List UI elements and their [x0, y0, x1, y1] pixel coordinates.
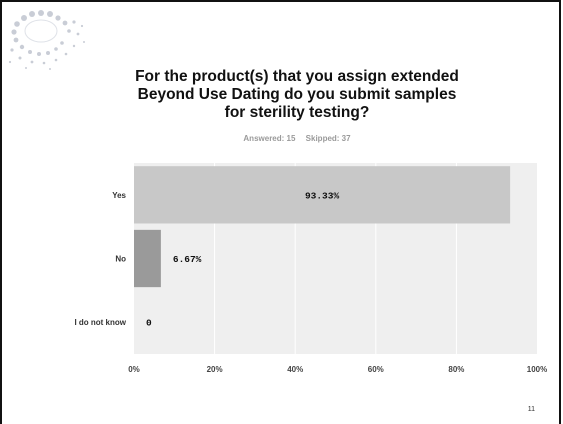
category-label: I do not know	[74, 318, 126, 327]
bar-2	[134, 229, 161, 288]
data-label: 93.33%	[305, 190, 340, 201]
category-label: Yes	[112, 191, 126, 200]
response-summary: Answered: 15 Skipped: 37	[62, 134, 532, 143]
x-tick-label: 80%	[448, 365, 464, 374]
x-tick-label: 0%	[128, 365, 140, 374]
chart-title: For the product(s) that you assign exten…	[62, 68, 532, 122]
title-line-3: for sterility testing?	[224, 104, 370, 121]
title-line-2: Beyond Use Dating do you submit samples	[137, 86, 457, 103]
x-tick-label: 40%	[287, 365, 303, 374]
category-label: No	[115, 255, 126, 264]
x-tick-label: 100%	[527, 365, 547, 374]
bar-1	[134, 166, 511, 224]
data-label: 6.67%	[173, 254, 202, 265]
page-number: 11	[527, 406, 535, 413]
x-tick-label: 20%	[207, 365, 223, 374]
skipped-count: Skipped: 37	[305, 134, 351, 143]
sun-logo-icon	[8, 10, 85, 70]
title-line-1: For the product(s) that you assign exten…	[135, 68, 459, 85]
data-label: 0	[146, 318, 152, 329]
answered-count: Answered: 15	[243, 134, 296, 143]
x-tick-label: 60%	[368, 365, 384, 374]
